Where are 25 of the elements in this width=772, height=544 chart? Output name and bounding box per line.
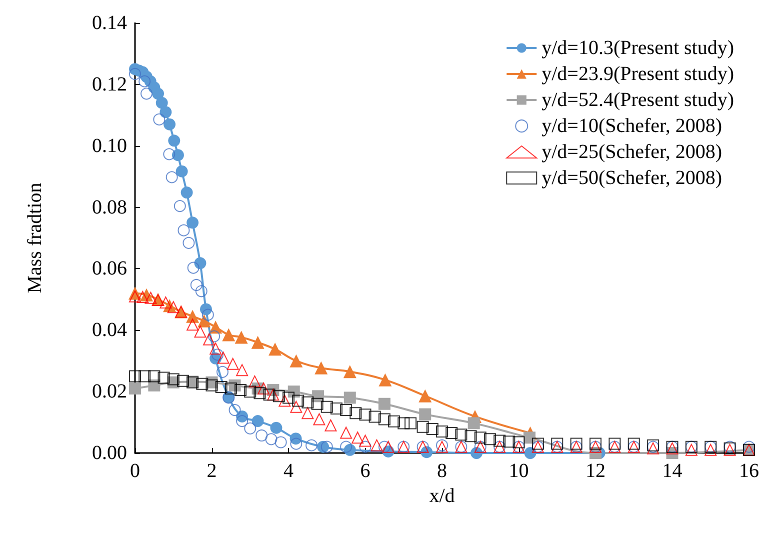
x-tick-label: 8 [437,460,447,482]
y-tick-label: 0.12 [92,73,127,96]
x-tick-label: 16 [739,460,759,482]
legend-label: y/d=50(Schefer, 2008) [542,167,722,189]
y-tick-label: 0.14 [92,12,127,34]
legend-label: y/d=10.3(Present study) [542,37,734,59]
x-tick-label: 4 [284,460,294,482]
x-tick-label: 2 [206,460,217,482]
x-tick-label: 14 [662,460,682,482]
y-tick-label: 0.00 [92,442,127,464]
x-tick-label: 0 [130,460,140,482]
x-tick-label: 12 [586,460,606,482]
legend-label: y/d=10(Schefer, 2008) [542,115,722,137]
y-tick-label: 0.02 [92,380,127,403]
legend-label: y/d=52.4(Present study) [542,89,734,111]
y-tick-label: 0.08 [92,196,127,218]
x-tick-label: 6 [360,460,370,482]
legend-label: y/d=25(Schefer, 2008) [542,141,722,163]
x-axis-title: x/d [429,484,455,507]
y-tick-label: 0.04 [92,319,127,342]
y-axis-title: Mass fradtion [24,182,46,294]
legend-label: y/d=23.9(Present study) [542,63,734,85]
y-tick-label: 0.10 [92,134,127,157]
x-tick-label: 10 [508,460,529,482]
y-tick-label: 0.06 [92,258,127,280]
